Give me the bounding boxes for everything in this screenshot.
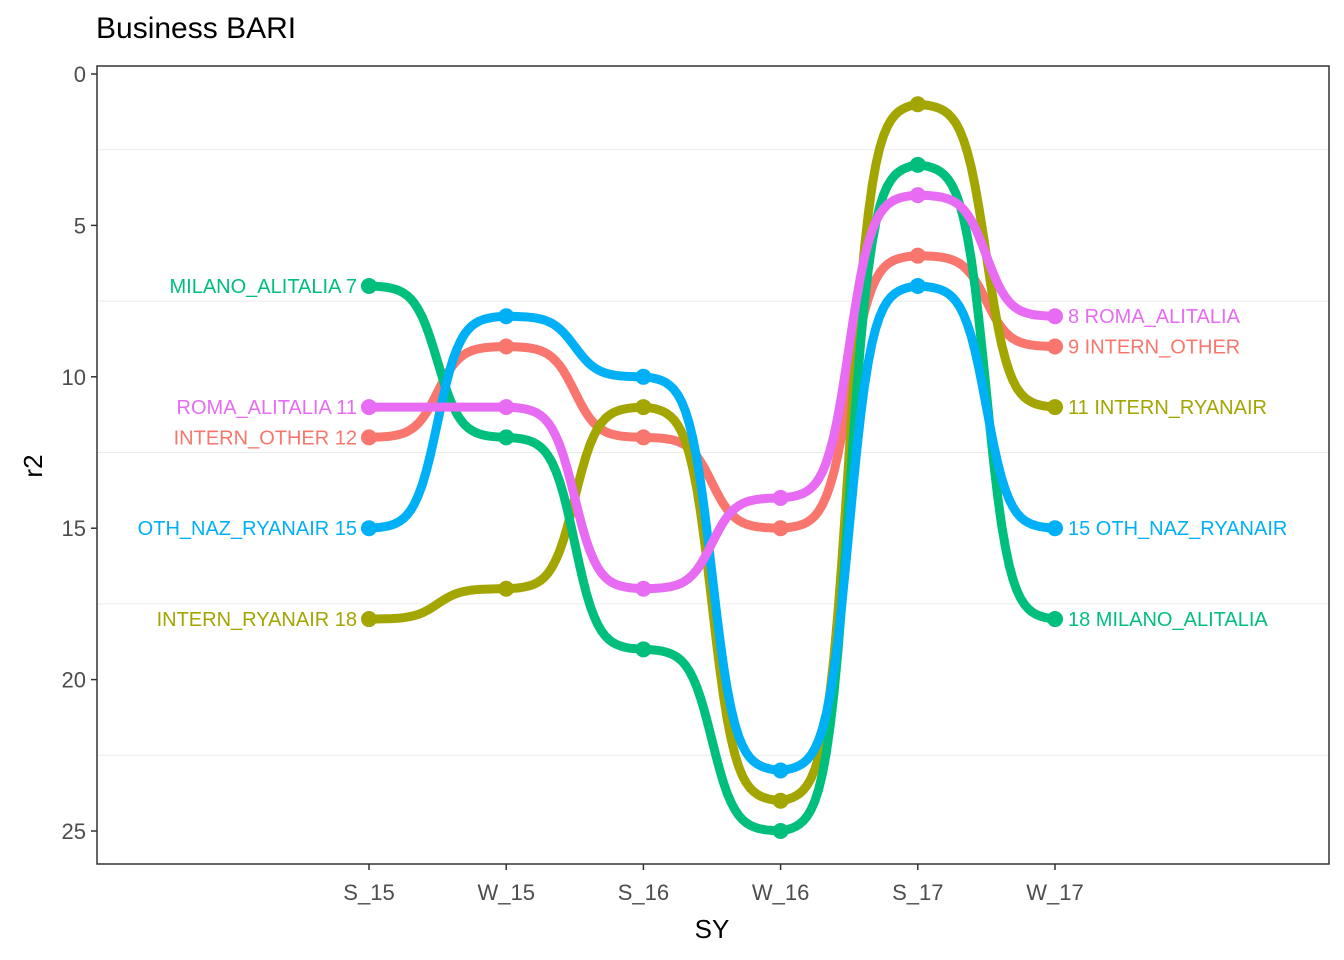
plot-panel-border [96, 65, 1330, 865]
data-point [772, 520, 789, 537]
grid-layer [97, 149, 1329, 756]
series-label-start: ROMA_ALITALIA 11 [177, 397, 357, 419]
y-tick-label: 20 [62, 668, 86, 693]
data-point [498, 399, 515, 416]
x-tick-label: W_17 [1026, 880, 1083, 905]
series-line [364, 190, 1060, 594]
data-point [635, 429, 652, 446]
data-point [1047, 520, 1063, 537]
data-point [909, 156, 926, 173]
data-point [1047, 611, 1063, 628]
x-tick-label: W_15 [477, 880, 534, 905]
x-tick-label: S_15 [343, 880, 394, 905]
data-point [909, 247, 926, 264]
data-point [909, 277, 926, 294]
data-point [635, 399, 652, 416]
data-point [361, 399, 377, 416]
series-label-end: 9 INTERN_OTHER [1068, 337, 1240, 359]
axes: 0 5 10 15 20 25 S_15 W_15 S_16 W_16 S_17 W_17 [62, 62, 1084, 905]
y-tick-label: 0 [74, 62, 86, 87]
data-point [1047, 338, 1063, 355]
series-line [364, 281, 1060, 775]
series-label-start: OTH_NAZ_RYANAIR 15 [138, 518, 357, 540]
y-tick-label: 25 [62, 819, 86, 844]
data-point [635, 368, 652, 385]
y-tick-label: 15 [62, 516, 86, 541]
data-point [772, 823, 789, 839]
data-point [772, 489, 789, 506]
y-tick-label: 10 [62, 365, 86, 390]
y-axis-title: r2 [18, 454, 48, 477]
data-point [635, 641, 652, 658]
series-label-end: 15 OTH_NAZ_RYANAIR [1068, 518, 1287, 540]
x-tick-label: S_16 [618, 880, 669, 905]
data-point [909, 187, 926, 204]
data-point [909, 96, 926, 113]
data-point [772, 792, 789, 809]
chart-title: Business BARI [96, 12, 297, 45]
series-points [361, 96, 1063, 839]
series-label-end: 11 INTERN_RYANAIR [1068, 397, 1267, 419]
x-axis-title: SY [695, 914, 730, 944]
end-labels: INTERN_OTHER 12 9 INTERN_OTHER INTERN_RYAN… [138, 276, 1288, 631]
series-lines [364, 99, 1060, 836]
data-point [1047, 399, 1063, 416]
series-line [364, 251, 1060, 533]
series-label-end: 8 ROMA_ALITALIA [1068, 306, 1241, 328]
data-point [361, 429, 377, 446]
series-label-start: INTERN_OTHER 12 [174, 427, 357, 449]
data-point [361, 277, 377, 294]
x-tick-label: S_17 [892, 880, 943, 905]
series-label-start: MILANO_ALITALIA 7 [170, 276, 358, 298]
data-point [498, 308, 515, 325]
series-line [364, 160, 1060, 836]
x-tick-label: W_16 [752, 880, 809, 905]
data-point [498, 429, 515, 446]
series-label-start: INTERN_RYANAIR 18 [157, 609, 357, 631]
data-point [635, 580, 652, 597]
series-label-end: 18 MILANO_ALITALIA [1068, 609, 1268, 631]
data-point [361, 611, 377, 628]
data-point [1047, 308, 1063, 325]
data-point [498, 580, 515, 597]
data-point [361, 520, 377, 537]
data-point [772, 762, 789, 779]
y-tick-label: 5 [74, 213, 86, 238]
data-point [498, 338, 515, 355]
